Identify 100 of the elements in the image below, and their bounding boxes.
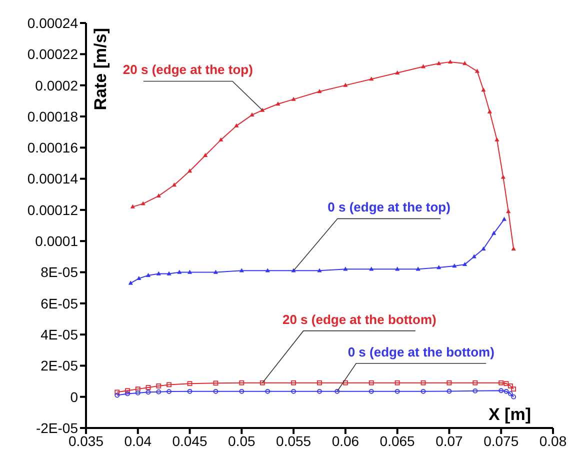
point bbox=[265, 268, 270, 272]
y-tick-label: 0 bbox=[70, 388, 78, 405]
point bbox=[114, 392, 120, 398]
point bbox=[436, 265, 442, 270]
point bbox=[448, 59, 453, 64]
point bbox=[487, 109, 492, 114]
point bbox=[420, 64, 426, 68]
point bbox=[156, 193, 161, 198]
point bbox=[187, 388, 192, 394]
point bbox=[498, 380, 504, 386]
y-tick-label: 4E-05 bbox=[40, 326, 78, 343]
x-tick-label: 0.08 bbox=[539, 432, 567, 449]
y-tick-label: 8E-05 bbox=[40, 264, 78, 280]
y-tick-label: 0.00016 bbox=[27, 140, 78, 156]
x-tick-label: 0.075 bbox=[484, 432, 519, 449]
point bbox=[125, 388, 130, 394]
point bbox=[146, 385, 151, 390]
point bbox=[446, 388, 452, 394]
point bbox=[446, 380, 452, 386]
y-tick-label: 0.00022 bbox=[27, 46, 78, 62]
point bbox=[166, 382, 172, 388]
point bbox=[472, 388, 478, 394]
point bbox=[474, 68, 480, 73]
point bbox=[239, 268, 244, 272]
point bbox=[481, 246, 486, 250]
y-tick-label: 0.0001 bbox=[35, 233, 78, 250]
point bbox=[218, 137, 224, 142]
point bbox=[502, 216, 507, 221]
point bbox=[172, 182, 177, 187]
point bbox=[213, 388, 218, 394]
point bbox=[317, 268, 322, 272]
point bbox=[213, 270, 218, 274]
point bbox=[203, 152, 208, 158]
point bbox=[156, 383, 162, 388]
point bbox=[368, 388, 374, 394]
point bbox=[498, 388, 504, 394]
point bbox=[492, 230, 496, 235]
point bbox=[342, 380, 348, 386]
point bbox=[369, 76, 374, 81]
point bbox=[166, 271, 172, 276]
point bbox=[260, 380, 265, 386]
point bbox=[508, 391, 513, 396]
point bbox=[420, 380, 426, 386]
point bbox=[472, 254, 476, 258]
point bbox=[146, 272, 151, 277]
point bbox=[213, 380, 218, 386]
x-tick-label: 0.05 bbox=[228, 432, 256, 449]
point bbox=[291, 96, 296, 101]
y-tick-label: 0.00012 bbox=[27, 202, 78, 218]
point bbox=[394, 388, 400, 394]
y-tick-label: 0.00014 bbox=[27, 170, 78, 187]
point bbox=[114, 390, 120, 395]
point bbox=[508, 383, 513, 388]
point bbox=[452, 264, 457, 268]
point bbox=[504, 381, 509, 386]
point bbox=[265, 388, 270, 394]
point bbox=[334, 388, 340, 394]
point bbox=[317, 388, 322, 394]
point bbox=[177, 270, 182, 274]
y-tick-label: 0.00018 bbox=[27, 108, 78, 124]
point bbox=[462, 262, 468, 266]
point bbox=[187, 168, 192, 173]
point bbox=[135, 390, 140, 396]
point bbox=[130, 204, 135, 208]
point bbox=[136, 276, 142, 280]
x-tick-label: 0.055 bbox=[276, 432, 312, 449]
point bbox=[317, 380, 322, 386]
point bbox=[146, 390, 151, 395]
point bbox=[140, 201, 146, 206]
point bbox=[239, 380, 244, 386]
point bbox=[343, 82, 348, 87]
text: 0 s (edge at the bottom) bbox=[348, 344, 494, 360]
point bbox=[506, 208, 511, 214]
point bbox=[494, 137, 500, 142]
x-tick-label: 0.045 bbox=[172, 432, 208, 449]
point bbox=[291, 268, 296, 272]
point bbox=[511, 386, 516, 392]
text: 20 s (edge at the top) bbox=[122, 62, 253, 78]
point bbox=[250, 112, 254, 117]
text: 0 s (edge at the top) bbox=[328, 200, 450, 215]
point bbox=[511, 246, 516, 250]
y-axis-title: Rate [m/s] bbox=[91, 28, 110, 110]
y-tick-label: 2E-05 bbox=[40, 358, 78, 374]
point bbox=[187, 381, 192, 386]
y-tick-label: 0.0002 bbox=[35, 77, 78, 94]
point bbox=[511, 394, 516, 400]
point bbox=[420, 388, 426, 394]
x-tick-label: 0.07 bbox=[436, 432, 464, 449]
point bbox=[239, 388, 244, 394]
x-axis-title: X [m] bbox=[488, 405, 531, 424]
x-tick-label: 0.04 bbox=[124, 432, 152, 449]
y-tick-label: 0.00024 bbox=[27, 14, 78, 31]
point bbox=[135, 386, 140, 392]
x-tick-label: 0.06 bbox=[332, 432, 360, 449]
point bbox=[395, 70, 400, 74]
point bbox=[260, 108, 265, 112]
point bbox=[156, 389, 162, 394]
point bbox=[125, 391, 130, 396]
point bbox=[166, 389, 172, 394]
point bbox=[291, 388, 296, 394]
